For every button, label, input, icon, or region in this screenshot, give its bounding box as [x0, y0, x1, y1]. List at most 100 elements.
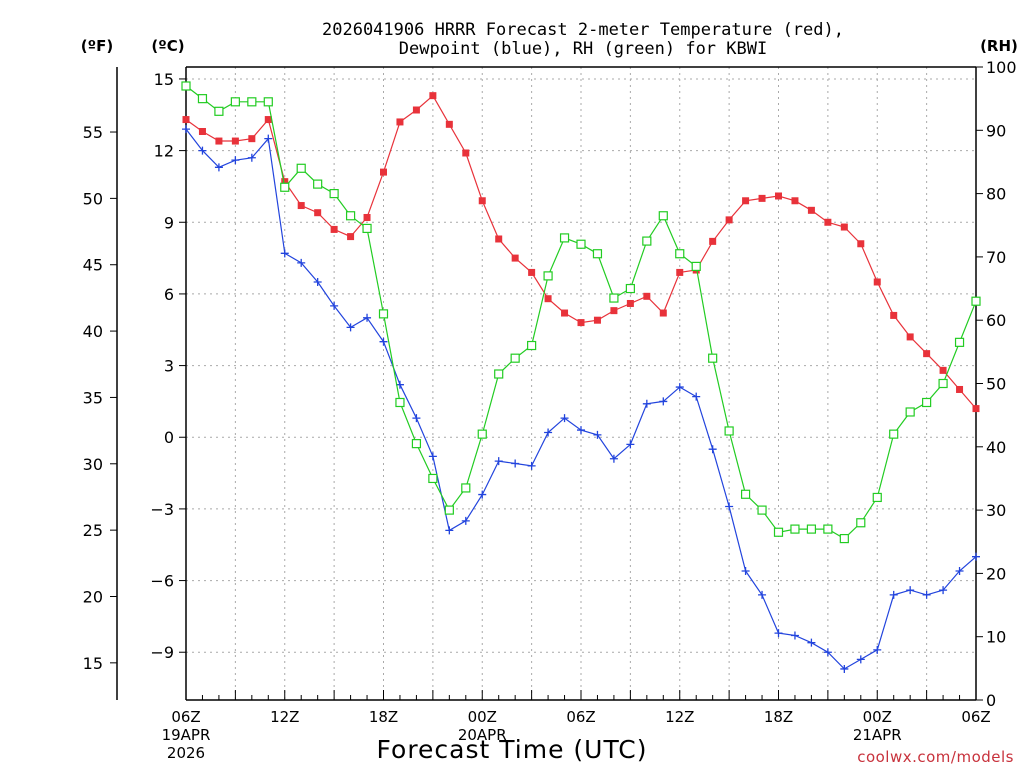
celsius-unit-label: (ºC): [151, 37, 184, 55]
rh-tick-label: 100: [986, 58, 1017, 77]
rh-tick-label: 10: [986, 628, 1006, 647]
dewpoint-point: [280, 249, 289, 258]
dewpoint-point: [922, 590, 931, 599]
2-meter-temperature-point: [857, 240, 865, 248]
2-meter-temperature-point: [593, 316, 601, 324]
rh-tick-label: 40: [986, 438, 1006, 457]
dewpoint-point: [807, 638, 816, 647]
rh-point: [691, 261, 701, 271]
2-meter-temperature-point: [626, 299, 634, 307]
2-meter-temperature-point: [231, 137, 239, 145]
dewpoint-point: [182, 125, 190, 134]
rh-tick-label: 70: [986, 248, 1006, 267]
dewpoint-point: [511, 459, 520, 468]
dewpoint-point: [577, 426, 585, 435]
dewpoint-point: [939, 586, 948, 595]
rh-point: [543, 271, 553, 281]
2-meter-temperature-point: [676, 268, 684, 276]
rh-point: [609, 293, 619, 303]
2-meter-temperature-point: [725, 216, 733, 224]
x-tick-date-label: 19APR: [162, 726, 211, 744]
rh-point: [773, 527, 784, 537]
dewpoint-point: [692, 392, 701, 401]
dewpoint-point: [790, 631, 799, 640]
celsius-tick-label: 12: [154, 142, 174, 161]
dewpoint-point: [231, 156, 240, 165]
dewpoint-point: [856, 655, 865, 664]
rh-point: [790, 524, 800, 534]
dewpoint-point: [774, 629, 783, 638]
dewpoint-point: [264, 134, 273, 143]
rh-point: [411, 439, 422, 449]
rh-point: [362, 223, 372, 234]
2-meter-temperature-point: [775, 192, 782, 200]
tick-labels: −9 −6 −3 0 3 6 9 12 15 15 20 25 30 35 40 45 50 55 0 10 20 30 4…: [83, 58, 1017, 762]
fahrenheit-tick-label: 30: [83, 455, 103, 474]
rh-tick-label: 30: [986, 501, 1006, 520]
celsius-tick-label: 0: [164, 428, 174, 447]
rh-point: [576, 239, 586, 249]
dewpoint-point: [313, 277, 322, 286]
dewpoint-point: [445, 526, 454, 535]
rh-point: [856, 518, 866, 528]
dewpoint-point: [461, 516, 470, 525]
dewpoint-point: [297, 258, 306, 267]
2-meter-temperature-point: [709, 237, 717, 245]
2-meter-temperature-point: [758, 194, 766, 202]
dewpoint-point: [840, 664, 849, 673]
rh-point: [592, 249, 603, 259]
rh-tick-label: 0: [986, 691, 996, 710]
2-meter-temperature-point: [248, 135, 256, 143]
dewpoint-point: [330, 301, 339, 310]
2-meter-temperature-point: [544, 295, 552, 303]
chart-title-line1: 2026041906 HRRR Forecast 2-meter Tempera…: [322, 20, 844, 40]
2-meter-temperature-point: [939, 366, 947, 374]
dewpoint-point: [906, 586, 915, 595]
dewpoint-point: [593, 430, 602, 439]
2-meter-temperature-point: [659, 309, 667, 317]
dewpoint-point: [214, 163, 223, 172]
2-meter-temperature-point: [347, 233, 355, 241]
2-meter-temperature-point: [511, 254, 519, 262]
x-tick-label: 12Z: [270, 708, 299, 726]
rh-point: [263, 97, 273, 107]
2-meter-temperature-point: [396, 118, 404, 126]
rh-point: [757, 505, 767, 515]
2-meter-temperature-point: [264, 116, 272, 124]
2-meter-temperature-point: [314, 209, 322, 217]
fahrenheit-unit-label: (ºF): [81, 37, 113, 55]
fahrenheit-tick-label: 40: [83, 322, 103, 341]
dewpoint-point: [741, 567, 750, 576]
2-meter-temperature-point: [380, 168, 387, 176]
fahrenheit-tick-label: 25: [83, 521, 103, 540]
2-meter-temperature-point: [198, 127, 206, 135]
2-meter-temperature-point: [610, 307, 618, 315]
x-tick-label: 00Z: [468, 708, 497, 726]
2-meter-temperature-point: [956, 385, 964, 393]
rh-point: [740, 489, 751, 499]
rh-tick-label: 50: [986, 375, 1006, 394]
x-tick-label: 06Z: [961, 708, 990, 726]
rh-point: [280, 182, 290, 192]
axes: [116, 66, 977, 701]
rh-point: [214, 106, 224, 116]
rh-point: [839, 533, 849, 544]
rh-point: [444, 505, 454, 515]
rh-point: [675, 249, 685, 259]
x-tick-label: 06Z: [171, 708, 200, 726]
celsius-tick-label: −6: [150, 572, 174, 591]
rh-point: [872, 492, 882, 503]
celsius-tick-label: 9: [164, 213, 174, 232]
rh-point: [559, 233, 570, 243]
dewpoint-point: [247, 153, 256, 162]
x-tick-label: 00Z: [863, 708, 892, 726]
rh-point: [954, 337, 965, 347]
rh-point: [329, 189, 339, 199]
2-meter-temperature-point: [412, 106, 420, 114]
rh-point: [971, 296, 981, 306]
rh-point: [527, 340, 537, 351]
2-meter-temperature-point: [445, 120, 453, 128]
dewpoint-point: [626, 440, 635, 449]
2-meter-temperature-point: [972, 405, 980, 413]
fahrenheit-tick-label: 45: [83, 256, 103, 275]
